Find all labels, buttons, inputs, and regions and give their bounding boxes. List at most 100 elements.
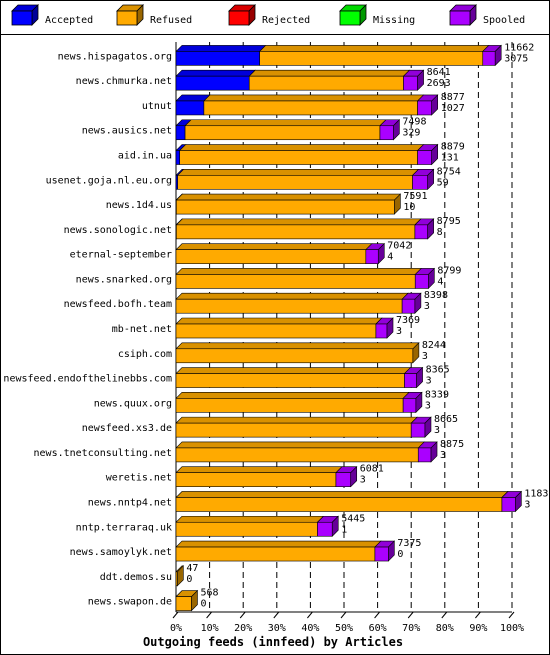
bar-segment-accepted [175,125,186,141]
category-label: news.sonologic.net [64,225,172,236]
legend-item: Spooled [449,4,525,26]
bar-segment-top [175,392,410,399]
accepted-value-label: 131 [441,153,459,164]
legend-label: Spooled [483,15,525,26]
bar-end-side [431,143,438,166]
accepted-value-label: 1027 [441,103,465,114]
bar-segment-accepted [175,51,260,66]
bar-segment-top [175,342,420,350]
offered-value-label: 8365 [426,365,450,376]
legend-label: Accepted [45,15,93,26]
accepted-value-label: 3 [396,326,402,337]
legend-item: Refused [116,4,192,26]
bar-segment-refused [203,100,418,116]
bar-end-side [428,267,435,290]
offered-value-label: 7591 [403,191,427,202]
offered-value-label: 8879 [441,142,465,153]
offered-value-label: 8877 [441,92,465,103]
x-tick [508,611,515,619]
bar-segment-refused [179,150,418,165]
bar-segment-top [178,144,425,151]
bar-segment-refused [175,348,414,364]
category-label: news.samoylyk.net [70,547,172,558]
accepted-value-label: 8 [437,227,443,238]
plot-area: 0% 10% 20% 30% 40% 50% 60% 70% 80% 90% 100% news.hi… [0,34,550,655]
bar-segment-refused [175,249,367,264]
category-label: newsfeed.xs3.de [82,423,172,434]
bar-segment-refused [177,175,413,190]
accepted-value-label: 1 [341,524,347,535]
accepted-value-label: 3 [360,475,366,486]
bar-segment-top [175,441,425,449]
accepted-value-label: 0 [186,574,192,585]
bar-end-side [394,193,401,215]
bar-end-side [494,44,502,67]
bar-segment-spooled [379,125,394,141]
x-tick-label: 60% [369,623,387,634]
x-tick-label: 40% [301,623,319,634]
accepted-value-label: 3 [434,425,440,436]
bar-segment-spooled [414,224,428,240]
bar-segment-top [175,540,382,548]
bar-segment-top [175,416,418,424]
category-label: news.tnetconsulting.net [34,448,172,459]
bar-segment-accepted [175,75,250,91]
x-tick-label: 50% [335,623,353,634]
bar-segment-spooled [335,472,352,487]
bar-segment-refused [184,125,381,141]
bar-end-side [427,168,434,191]
bar-segment-refused [175,546,376,562]
bar-segment-refused [259,51,484,66]
category-label: news.chmurka.net [76,76,172,87]
category-label: eternal-september [70,250,172,261]
bar-segment-refused [175,373,405,388]
bar-segment-spooled [417,100,432,116]
bar-segment-accepted [175,100,205,116]
bar-end-side [388,540,395,562]
legend-label: Refused [150,15,192,26]
category-label: ddt.demos.su [100,572,172,583]
accepted-value-label: 0 [200,599,206,610]
bar-end-side [350,465,358,488]
offered-value-label: 8875 [440,439,464,450]
bar-segment-refused [175,596,192,611]
bar-segment-spooled [417,150,432,165]
bar-segment-top [175,268,422,275]
bar-segment-top [175,491,509,498]
category-label: news.ausics.net [82,126,172,137]
category-label: newsfeed.bofh.team [64,299,172,310]
accepted-value-label: 3 [422,351,428,362]
x-tick [475,611,481,619]
bar-segment-refused [175,298,403,314]
bar-segment-top [175,193,402,201]
legend-swatch [449,10,471,26]
bar-segment-top [175,515,325,523]
offered-value-label: 7042 [387,241,411,252]
offered-value-label: 8398 [424,290,448,301]
bar-segment-spooled [410,422,426,438]
offered-value-label: 8795 [437,216,461,227]
bar-segment-top [184,119,387,127]
x-tick [206,611,212,619]
accepted-value-label: 3 [524,499,530,510]
bar-segment-refused [175,422,412,438]
offered-value-label: 568 [200,588,218,599]
bar-segment-spooled [402,398,417,413]
bar-segment-accepted [175,150,180,165]
accepted-value-label: 3 [424,301,430,312]
accepted-value-label: 3 [440,450,446,461]
bar-end-side [386,317,394,339]
bar-segment-spooled [482,51,496,66]
bar-end-side [431,94,438,116]
bar-segment-spooled [412,175,428,190]
bar-segment-refused [175,274,416,289]
